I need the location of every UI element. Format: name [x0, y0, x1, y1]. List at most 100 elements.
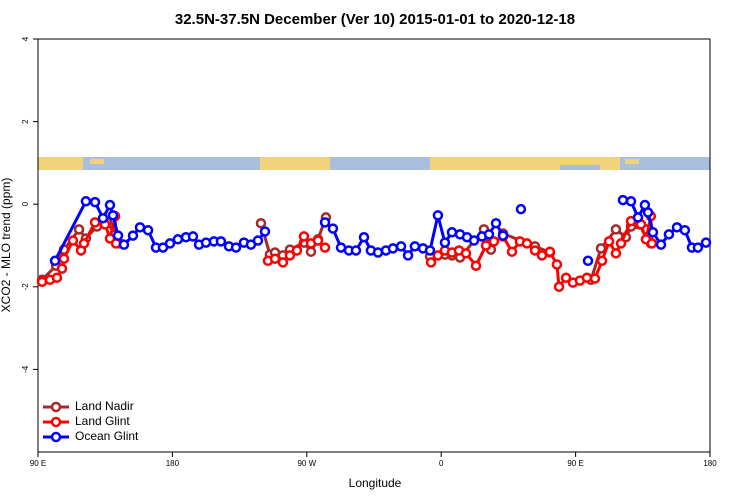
data-point [480, 240, 492, 251]
data-point [596, 255, 608, 267]
x-tick-label: 90 W [297, 459, 316, 468]
data-point [460, 248, 472, 259]
data-point [536, 250, 548, 261]
data-point [56, 263, 68, 274]
data-point [483, 229, 495, 240]
data-point [358, 231, 370, 243]
data-point [291, 245, 303, 256]
data-point [581, 272, 593, 283]
y-tick-label: 2 [21, 119, 30, 124]
x-tick-label: 180 [703, 459, 717, 468]
data-point [646, 238, 658, 249]
data-point [439, 237, 451, 248]
data-point [663, 229, 675, 240]
data-point [425, 257, 437, 268]
data-point [610, 224, 622, 235]
data-point [298, 231, 310, 242]
data-point [67, 235, 79, 246]
data-point [632, 212, 644, 223]
data-point [51, 272, 63, 283]
y-tick-label: -4 [21, 365, 30, 373]
data-point [319, 242, 331, 253]
data-point [312, 235, 324, 246]
data-point [112, 230, 124, 241]
data-point [319, 217, 331, 228]
y-axis-label: XCO2 - MLO trend (ppm) [0, 178, 13, 313]
data-point [78, 238, 90, 249]
data-point [387, 243, 399, 254]
data-point [118, 239, 130, 250]
data-point [595, 243, 607, 254]
chart-title: 32.5N-37.5N December (Ver 10) 2015-01-01… [175, 11, 575, 28]
data-point [679, 224, 691, 236]
data-point [468, 235, 480, 246]
data-point [134, 222, 146, 233]
data-point [327, 223, 339, 234]
y-tick-label: 4 [21, 36, 30, 41]
data-point [470, 260, 482, 271]
data-point [610, 248, 622, 259]
data-point [230, 242, 242, 253]
legend-label: Ocean Glint [75, 429, 139, 443]
data-point [432, 250, 444, 261]
data-point [490, 217, 502, 229]
data-point [284, 250, 296, 261]
data-point [402, 250, 414, 261]
data-point [305, 246, 317, 257]
data-point [446, 227, 458, 238]
data-point [424, 245, 436, 256]
data-point [73, 224, 85, 235]
legend-marker [50, 431, 62, 443]
data-point [506, 246, 518, 257]
data-point [553, 281, 565, 293]
data-point [142, 224, 154, 236]
data-point [642, 207, 654, 218]
data-point [603, 236, 615, 247]
data-point [215, 236, 227, 247]
data-point [655, 239, 667, 250]
x-tick-label: 0 [439, 459, 444, 468]
data-point [409, 241, 421, 252]
x-tick-label: 90 E [30, 459, 46, 468]
data-point [80, 196, 92, 207]
data-point [89, 217, 101, 228]
data-point [58, 253, 70, 264]
x-axis-label: Longitude [349, 476, 402, 490]
data-point [89, 196, 101, 208]
data-point [200, 237, 212, 248]
data-point [529, 245, 541, 256]
data-point [432, 210, 444, 221]
y-tick-label: -2 [21, 283, 30, 291]
data-point [49, 255, 61, 267]
data-point [107, 210, 119, 221]
data-point [582, 255, 594, 267]
data-point [187, 231, 199, 242]
data-point [255, 217, 267, 229]
data-point [395, 241, 407, 252]
data-point [350, 245, 362, 256]
data-point [647, 227, 659, 238]
data-point [488, 236, 500, 247]
data-point [277, 257, 289, 268]
legend-label: Land Glint [75, 414, 130, 428]
data-point [560, 272, 572, 283]
legend-marker [50, 401, 62, 413]
x-tick-label: 180 [166, 459, 180, 468]
map-strip [38, 157, 710, 170]
data-point [692, 242, 704, 253]
data-point [551, 259, 563, 270]
data-point [259, 226, 271, 237]
legend-marker [50, 416, 62, 428]
data-point [269, 253, 281, 264]
data-point [104, 199, 116, 211]
data-point [544, 246, 556, 257]
data-point [172, 234, 184, 245]
data-point [700, 237, 712, 248]
x-tick-label: 90 E [567, 459, 583, 468]
data-point [617, 194, 629, 206]
data-point [497, 230, 509, 241]
y-tick-label: 0 [21, 201, 30, 206]
data-point [252, 235, 264, 246]
legend-label: Land Nadir [75, 399, 134, 413]
data-point [615, 238, 627, 249]
